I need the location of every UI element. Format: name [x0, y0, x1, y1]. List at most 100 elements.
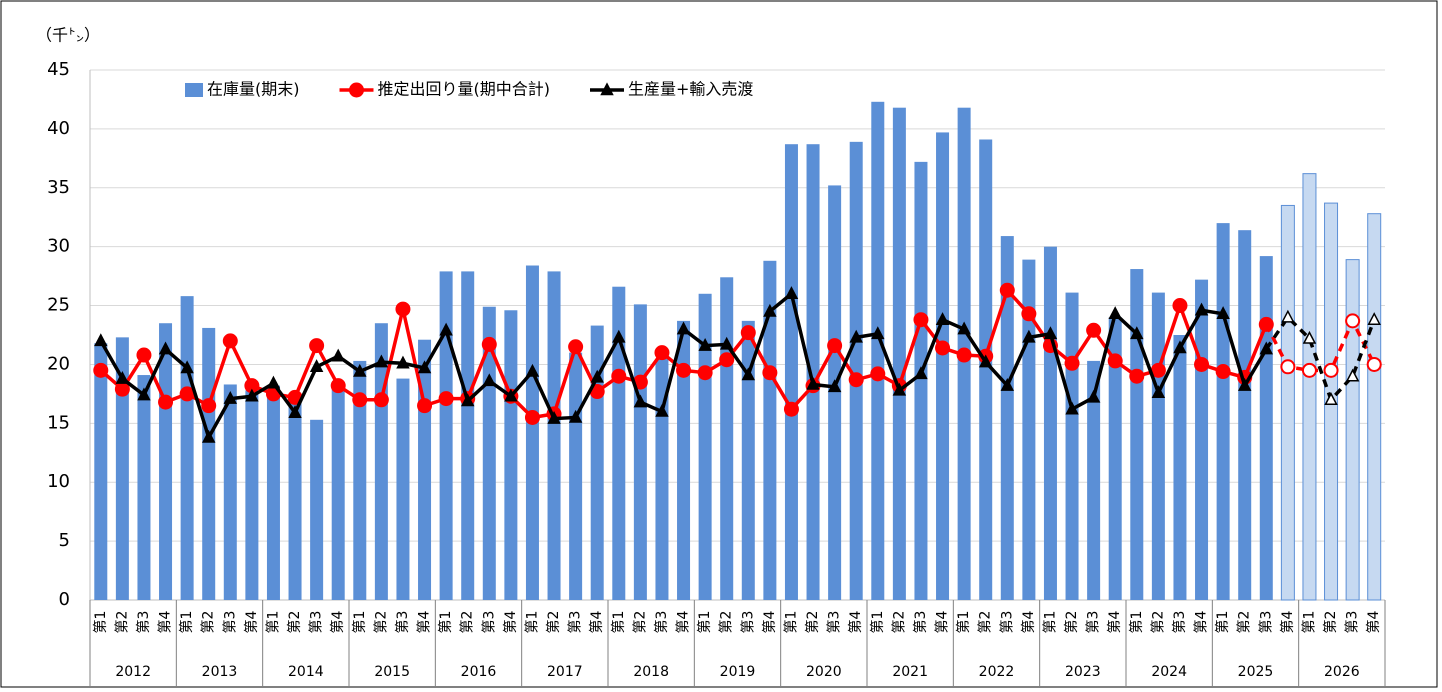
marker	[827, 379, 842, 393]
marker	[741, 367, 756, 381]
x-tick-label: 第2	[545, 611, 562, 634]
marker	[913, 312, 929, 328]
marker	[783, 401, 799, 417]
x-tick-label: 第1	[869, 611, 886, 634]
marker	[396, 355, 410, 369]
x-tick-label: 第2	[631, 611, 648, 634]
x-tick-label: 第4	[1279, 610, 1296, 633]
bar	[849, 141, 863, 600]
bar	[1302, 173, 1317, 601]
bar	[763, 260, 777, 600]
bar	[1108, 317, 1122, 600]
x-tick-label: 第1	[782, 611, 799, 634]
x-group-label: 2012	[115, 664, 151, 680]
x-tick-label: 第3	[1257, 611, 1274, 634]
x-tick-label: 第3	[221, 611, 238, 634]
bar	[525, 265, 539, 600]
bar	[741, 320, 755, 600]
marker	[136, 347, 152, 363]
marker	[600, 82, 614, 96]
x-group-label: 2013	[202, 664, 238, 680]
bar	[245, 390, 259, 600]
marker	[935, 312, 950, 325]
marker	[1216, 306, 1230, 320]
legend-label: 推定出回り量(期中合計)	[378, 80, 551, 99]
bar	[828, 185, 842, 600]
y-tick-label: 20	[47, 353, 70, 374]
bar	[1259, 256, 1273, 600]
y-tick-label: 40	[47, 118, 70, 139]
x-tick-label: 第1	[92, 611, 109, 634]
x-tick-label: 第2	[286, 611, 303, 634]
marker	[504, 388, 518, 402]
x-group-label: 2019	[720, 664, 756, 680]
marker	[978, 354, 993, 368]
marker	[353, 363, 367, 377]
x-tick-label: 第2	[1236, 611, 1253, 634]
x-tick-label: 第4	[847, 610, 864, 633]
y-tick-label: 0	[59, 589, 70, 610]
bar	[1238, 230, 1252, 600]
x-tick-label: 第2	[977, 611, 994, 634]
x-tick-label: 第2	[372, 611, 389, 634]
marker	[547, 411, 561, 424]
bar	[1130, 269, 1144, 600]
marker	[1172, 298, 1188, 314]
marker	[481, 336, 497, 352]
bar	[288, 399, 302, 600]
marker	[999, 282, 1015, 298]
x-tick-label: 第1	[955, 611, 972, 634]
bar	[439, 271, 453, 600]
x-tick-label: 第2	[459, 611, 476, 634]
marker	[892, 382, 907, 396]
bar	[720, 277, 734, 600]
marker	[1021, 306, 1037, 322]
x-tick-label: 第4	[1365, 610, 1382, 633]
marker	[1258, 316, 1274, 332]
bar	[1195, 279, 1209, 600]
bar	[504, 310, 518, 600]
bar	[1000, 236, 1014, 601]
x-tick-label: 第4	[157, 610, 174, 633]
marker	[288, 405, 302, 418]
marker	[1215, 364, 1231, 380]
bar	[655, 358, 669, 600]
bar	[806, 144, 820, 600]
marker	[1259, 341, 1274, 355]
x-group-label: 2017	[547, 664, 583, 680]
bar	[1345, 259, 1360, 601]
marker	[1000, 378, 1015, 391]
bar	[633, 304, 647, 600]
marker	[676, 321, 691, 335]
marker	[957, 321, 971, 335]
marker	[1130, 326, 1144, 340]
bar	[871, 101, 885, 601]
marker	[1150, 362, 1166, 378]
marker	[482, 373, 497, 387]
marker	[1022, 329, 1036, 343]
bar	[784, 144, 798, 600]
x-tick-label: 第1	[437, 611, 454, 634]
marker	[352, 392, 368, 408]
marker	[460, 393, 475, 407]
marker	[1345, 313, 1361, 329]
bar	[115, 337, 129, 600]
marker	[180, 360, 194, 374]
bar	[396, 378, 410, 600]
marker	[719, 352, 735, 368]
y-tick-label: 45	[47, 59, 70, 80]
marker	[935, 340, 951, 356]
marker	[1194, 356, 1210, 372]
bar	[353, 360, 367, 600]
marker	[849, 329, 863, 343]
marker	[1194, 302, 1209, 316]
x-group-label: 2025	[1238, 664, 1274, 680]
marker	[1108, 306, 1122, 320]
marker	[94, 333, 108, 347]
x-tick-label: 第1	[1128, 611, 1145, 634]
y-tick-label: 5	[59, 530, 70, 551]
bar	[1367, 213, 1382, 601]
x-tick-label: 第2	[804, 611, 821, 634]
